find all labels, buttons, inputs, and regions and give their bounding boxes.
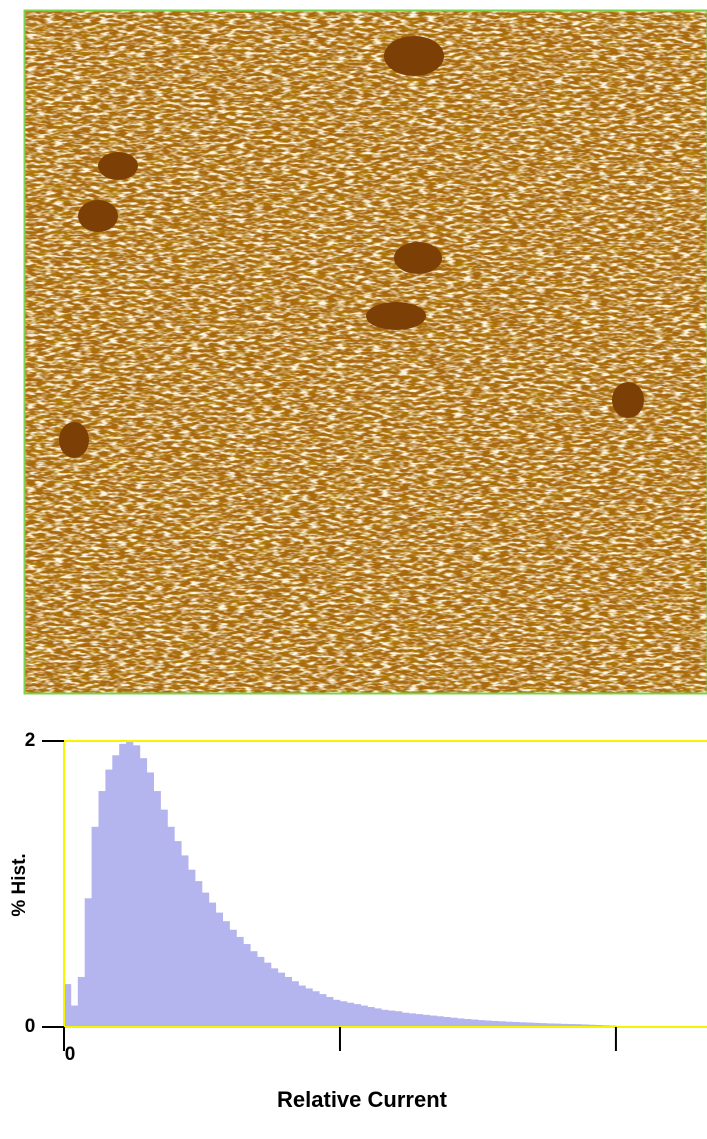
bar <box>126 741 133 1027</box>
bar <box>437 1016 444 1027</box>
bar <box>271 968 278 1027</box>
bar <box>188 870 195 1027</box>
bar <box>264 963 271 1027</box>
bar <box>71 1006 78 1027</box>
histogram: 0 2 0 <box>25 730 707 1065</box>
bar <box>216 913 223 1027</box>
bar <box>92 827 99 1027</box>
bar <box>326 997 333 1027</box>
bar <box>471 1020 478 1027</box>
bar <box>154 791 161 1027</box>
scan-image <box>24 10 707 694</box>
bar <box>278 973 285 1027</box>
bar <box>374 1008 381 1027</box>
bar <box>147 772 154 1027</box>
bar <box>430 1016 437 1027</box>
y-axis-label: % Hist. <box>9 853 30 916</box>
bar <box>64 984 71 1027</box>
bar <box>478 1020 485 1027</box>
x-axis-label: Relative Current <box>277 1087 448 1112</box>
bar <box>333 1000 340 1027</box>
bar <box>299 986 306 1027</box>
bar <box>257 957 264 1027</box>
bar <box>443 1017 450 1027</box>
bar <box>181 855 188 1027</box>
bar <box>423 1015 430 1027</box>
bar <box>347 1003 354 1027</box>
x-tick-label: 0 <box>65 1044 76 1065</box>
bar <box>388 1011 395 1027</box>
bar <box>395 1011 402 1027</box>
bar <box>312 991 319 1027</box>
bar <box>457 1018 464 1027</box>
bar <box>161 810 168 1027</box>
bar <box>361 1006 368 1027</box>
bar <box>119 744 126 1027</box>
bar <box>105 770 112 1027</box>
bar <box>112 755 119 1027</box>
bar <box>464 1019 471 1027</box>
bar <box>209 903 216 1027</box>
page: {"chart_data": {"type": "histogram", "xl… <box>0 0 707 1139</box>
bar <box>174 841 181 1027</box>
bar <box>319 994 326 1027</box>
bar <box>140 758 147 1027</box>
bar <box>402 1013 409 1027</box>
bar <box>85 898 92 1027</box>
bar <box>340 1001 347 1027</box>
bar <box>98 791 105 1027</box>
bar <box>78 977 85 1027</box>
bar <box>354 1004 361 1027</box>
bar <box>202 893 209 1027</box>
y-tick-label: 0 <box>25 1016 36 1037</box>
bar <box>409 1013 416 1027</box>
bar <box>133 745 140 1027</box>
bar <box>243 944 250 1027</box>
bar <box>250 951 257 1027</box>
bar <box>381 1010 388 1027</box>
bar <box>167 827 174 1027</box>
bar <box>416 1014 423 1027</box>
bar <box>285 977 292 1027</box>
bar <box>236 937 243 1027</box>
y-tick-label: 2 <box>25 730 36 751</box>
bar <box>230 930 237 1027</box>
bar <box>292 981 299 1027</box>
bar <box>368 1007 375 1027</box>
bar <box>223 921 230 1027</box>
bar <box>195 881 202 1027</box>
figure: 0 2 0 Relative Current % Hist. <box>0 0 707 1139</box>
bar <box>450 1018 457 1027</box>
bar <box>305 988 312 1027</box>
